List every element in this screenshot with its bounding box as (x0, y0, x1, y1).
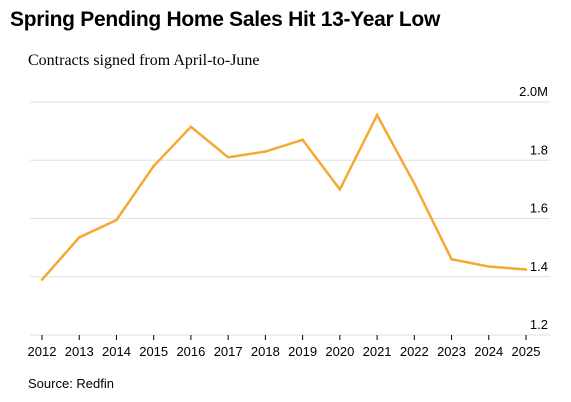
y-tick-label: 1.8 (530, 142, 548, 157)
series-line (41, 112, 527, 281)
data-point (115, 218, 118, 222)
data-point (40, 278, 44, 281)
x-tick-label: 2020 (325, 344, 354, 359)
y-tick-label: 1.2 (530, 317, 548, 332)
gridlines (30, 101, 550, 336)
chart-title: Spring Pending Home Sales Hit 13-Year Lo… (10, 8, 440, 31)
data-point (413, 182, 416, 185)
y-tick-label: 2.0M (519, 84, 548, 99)
x-tick-label: 2014 (102, 344, 131, 359)
x-tick-label: 2012 (28, 344, 57, 359)
y-axis-tick-labels: 1.2 1.4 1.6 1.8 2.0M (519, 84, 548, 332)
data-point (301, 138, 304, 142)
x-tick-label: 2025 (512, 344, 541, 359)
chart-subtitle: Contracts signed from April-to-June (28, 52, 260, 69)
data-point (264, 150, 267, 153)
data-point (375, 113, 379, 117)
x-tick-label: 2023 (437, 344, 466, 359)
x-tick-label: 2017 (214, 344, 243, 359)
x-axis-tick-labels: 2012 2013 2014 2015 2016 2017 2018 2019 2020 2021… (28, 335, 541, 359)
data-point (524, 268, 528, 271)
y-tick-label: 1.6 (530, 201, 548, 216)
data-point (450, 258, 453, 261)
y-tick-label: 1.4 (530, 259, 548, 274)
source-note: Source: Redfin (28, 376, 114, 391)
x-tick-label: 2019 (288, 344, 317, 359)
x-tick-label: 2016 (176, 344, 205, 359)
x-tick-label: 2015 (139, 344, 168, 359)
x-tick-label: 2013 (65, 344, 94, 359)
data-point (77, 236, 81, 239)
data-point (226, 156, 230, 159)
data-point (487, 265, 491, 268)
x-tick-label: 2022 (400, 344, 429, 359)
data-point (152, 164, 155, 168)
series-layer (40, 112, 528, 281)
x-tick-label: 2024 (474, 344, 503, 359)
data-point (189, 125, 193, 129)
x-tick-label: 2021 (363, 344, 392, 359)
data-point (338, 188, 342, 191)
x-tick-label: 2018 (251, 344, 280, 359)
